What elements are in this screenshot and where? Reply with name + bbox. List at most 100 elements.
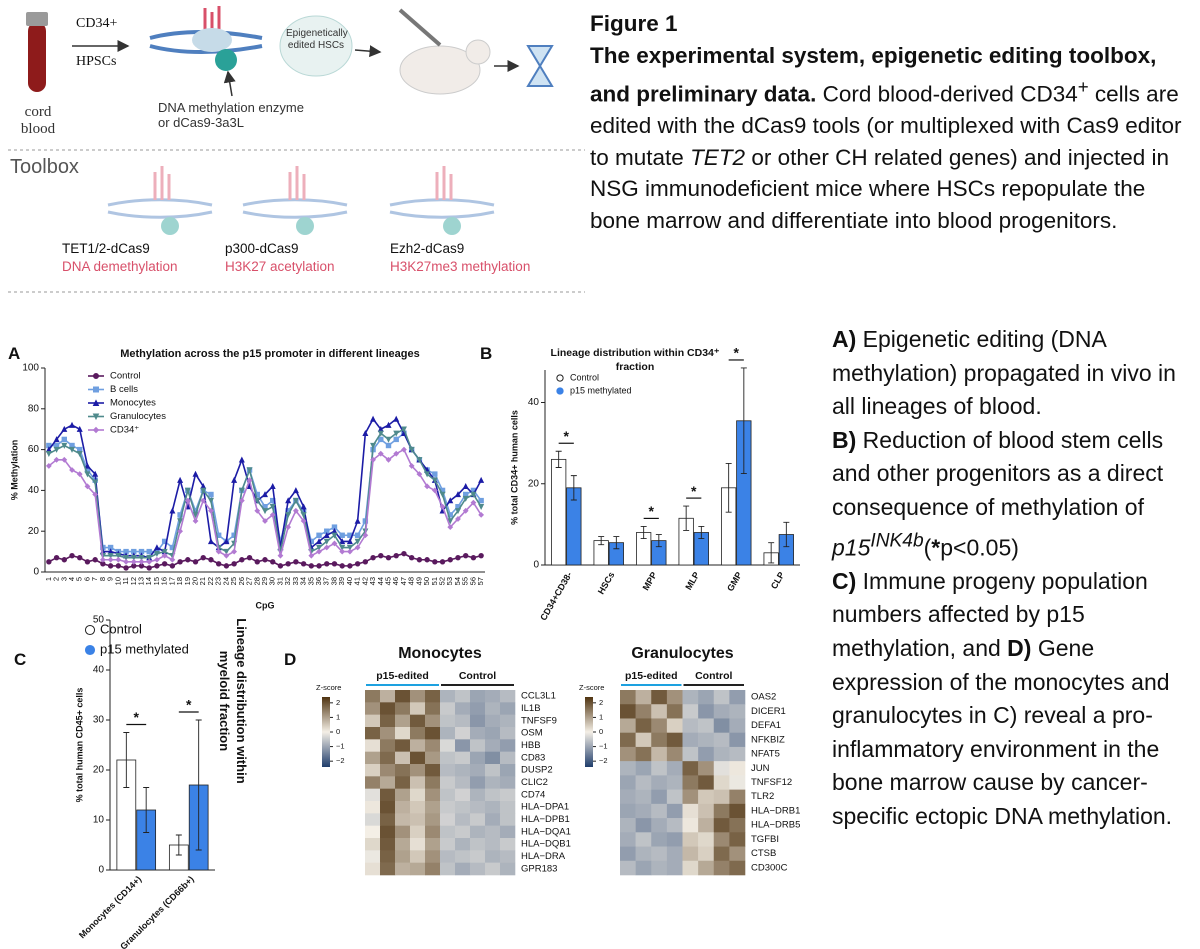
row-label: HBB xyxy=(521,740,541,751)
heatmap-cell xyxy=(635,704,652,719)
marker xyxy=(324,561,330,567)
legend-label: B cells xyxy=(110,384,138,395)
heatmap-cell xyxy=(713,846,730,862)
marker xyxy=(177,559,183,565)
marker xyxy=(300,518,307,524)
colorbar-tick-label: 2 xyxy=(336,698,340,707)
legend-key: B) xyxy=(832,426,857,453)
heatmap-cell xyxy=(425,776,441,789)
heatmap-cell xyxy=(682,846,699,862)
heatmap-cell xyxy=(698,704,715,719)
colorbar-label: Z-score xyxy=(316,683,341,692)
error-bar xyxy=(698,525,705,540)
heatmap-cell xyxy=(395,776,411,789)
heatmap-cell xyxy=(620,803,636,819)
heatmap-cell xyxy=(410,838,426,851)
y-tick-label: 20 xyxy=(28,526,40,537)
tool-effect: H3K27me3 methylation xyxy=(390,259,531,274)
legend-body: Epigenetic editing (DNA methylation) pro… xyxy=(832,326,1176,420)
tool: Ezh2-dCas9 H3K27me3 methylation xyxy=(390,240,530,276)
x-tick-label: 47 xyxy=(399,577,408,585)
marker xyxy=(215,548,222,555)
marker xyxy=(385,456,392,463)
x-tick-label: 21 xyxy=(198,577,207,585)
heatmap-cell xyxy=(666,832,683,847)
heatmap-cell xyxy=(620,818,636,833)
heatmap-cell xyxy=(365,727,381,740)
x-tick-label: 38 xyxy=(329,577,338,585)
x-tick-label: 4 xyxy=(67,577,76,581)
legend-body: Reduction of blood stem cells and other … xyxy=(832,426,1164,520)
marker xyxy=(184,497,191,504)
heatmap-cell xyxy=(440,751,456,765)
mouse xyxy=(399,45,481,95)
marker xyxy=(354,517,361,524)
marker xyxy=(454,491,461,498)
heatmap-cell xyxy=(698,746,715,762)
marker xyxy=(107,563,114,569)
marker xyxy=(323,531,330,538)
heatmap-cell xyxy=(485,801,501,814)
heatmap-cell xyxy=(410,825,426,839)
marker xyxy=(478,552,484,559)
caption-body: Cord blood-derived CD34 xyxy=(816,81,1078,107)
row-label: HLA−DRB1 xyxy=(751,805,800,816)
marker xyxy=(354,561,361,567)
marker xyxy=(385,436,392,443)
marker xyxy=(123,558,129,565)
x-tick-label: 45 xyxy=(383,577,392,585)
marker xyxy=(262,557,268,563)
colorbar-label: Z-score xyxy=(579,683,604,692)
tool-name: Ezh2-dCas9 xyxy=(390,241,465,256)
marker xyxy=(208,507,214,514)
marker xyxy=(231,548,238,555)
marker xyxy=(177,476,184,483)
row-label: HLA−DQB1 xyxy=(521,839,571,850)
x-tick-label: 54 xyxy=(453,577,462,585)
marker xyxy=(208,557,214,563)
x-tick-label: 37 xyxy=(322,577,331,585)
heatmap-cell xyxy=(651,775,668,790)
heatmap-cell xyxy=(470,813,486,826)
error-bar xyxy=(143,787,150,833)
marker xyxy=(99,556,106,563)
colorbar xyxy=(322,697,330,767)
x-tick-label: 17 xyxy=(167,577,176,585)
heatmap-cell xyxy=(500,850,516,863)
marker xyxy=(462,483,469,490)
marker xyxy=(455,516,461,522)
heatmap-cell xyxy=(713,818,730,833)
marker xyxy=(223,563,230,569)
marker xyxy=(416,557,423,563)
series-markers xyxy=(46,550,484,571)
toolbox-label: Toolbox xyxy=(10,156,79,178)
marker xyxy=(462,495,469,502)
x-tick-label: 10 xyxy=(113,577,122,585)
x-tick-label: 42 xyxy=(360,577,369,585)
marker xyxy=(76,471,83,477)
heatmap-cell xyxy=(425,751,441,765)
heatmap-cell xyxy=(485,850,501,863)
y-tick-label: 0 xyxy=(533,560,539,571)
marker xyxy=(169,507,176,514)
marker xyxy=(154,556,160,563)
heatmap-cell xyxy=(729,818,746,833)
x-tick-label: 19 xyxy=(183,577,192,585)
x-tick-label: 50 xyxy=(422,577,431,585)
panel-legend: A) Epigenetic editing (DNA methylation) … xyxy=(832,323,1194,834)
marker xyxy=(238,497,245,504)
row-label: CD83 xyxy=(521,752,545,763)
x-tick-label: 13 xyxy=(136,577,145,585)
heatmap-cell xyxy=(651,803,668,819)
marker xyxy=(431,487,438,494)
heatmap-cell xyxy=(666,718,683,733)
heatmap-cell xyxy=(395,764,411,777)
marker xyxy=(223,552,230,559)
tool-effect: DNA demethylation xyxy=(62,259,178,274)
significance-label: * xyxy=(649,503,655,519)
row-label: CD300C xyxy=(751,862,788,873)
heatmap-cell xyxy=(455,764,471,777)
heatmap-cell xyxy=(713,761,730,776)
x-tick-label: 20 xyxy=(191,577,200,585)
marker xyxy=(408,555,415,561)
